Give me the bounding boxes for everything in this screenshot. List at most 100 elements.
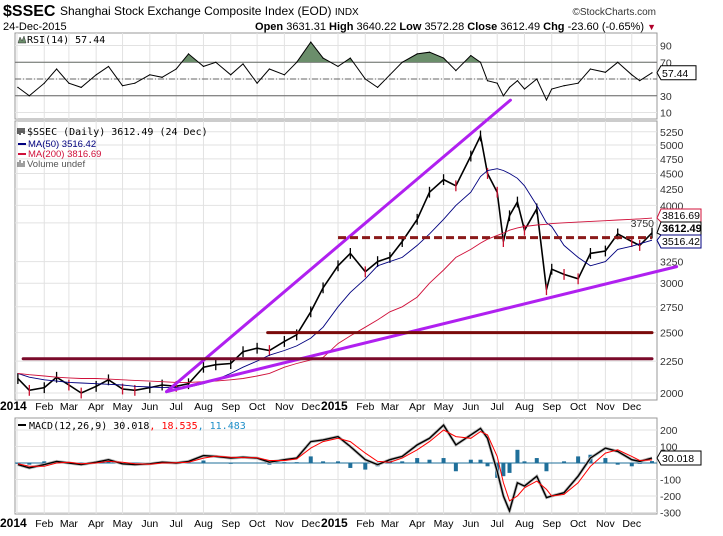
rsi-point <box>455 70 457 72</box>
price-legend: $SSEC (Daily) 3612.49 (24 Dec) MA(50) 35… <box>17 127 208 170</box>
x-tick-label: Oct <box>570 401 586 413</box>
price-layer <box>17 98 679 399</box>
rsi-point <box>428 51 431 53</box>
x-tick-label: Jul <box>490 401 503 413</box>
rsi-tick-label: 30 <box>660 91 672 103</box>
rsi-point <box>470 54 472 57</box>
x-tick-label: May <box>113 401 134 413</box>
ma50-legend-label: MA(50) 3516.42 <box>28 139 96 150</box>
x-tick-label: Dec <box>622 401 641 413</box>
x-tick-label: Jun <box>462 518 479 530</box>
macd-histogram-bar <box>453 463 458 472</box>
macd-line <box>17 424 653 514</box>
macd-layer <box>15 422 657 514</box>
x-tick-label: Mar <box>60 401 79 413</box>
x-tick-label: Aug <box>515 518 534 530</box>
down-arrow-icon: ▼ <box>647 22 656 32</box>
macd-histogram-bar <box>294 462 299 463</box>
rsi-point <box>242 63 244 65</box>
ma200-line <box>17 217 653 383</box>
price-tick-label: 2500 <box>660 328 684 340</box>
x-tick-label: Mar <box>381 518 400 530</box>
macd-legend-label: MACD(12,26,9) 30.018, 18.535, 11.483 <box>29 421 246 432</box>
x-tick-label: Dec <box>301 518 320 530</box>
x-tick-label: Feb <box>35 518 53 530</box>
x-tick-label: Mar <box>60 518 79 530</box>
macd-histogram-bar <box>400 461 405 463</box>
rsi-point <box>68 82 70 84</box>
rsi-point <box>604 71 606 73</box>
index-name: Shanghai Stock Exchange Composite Index … <box>60 4 359 18</box>
ohlc-readout: Open 3631.31 High 3640.22 Low 3572.28 Cl… <box>255 21 656 33</box>
chart-date: 24-Dec-2015 <box>3 21 67 33</box>
rsi-point <box>55 68 58 70</box>
macd-tick-label: -300 <box>660 508 681 520</box>
rsi-point <box>442 57 445 59</box>
macd-tick-label: 200 <box>660 425 678 437</box>
rsi-point <box>283 74 285 76</box>
rsi-point <box>502 95 504 97</box>
rsi-point <box>523 88 526 90</box>
x-tick-label: Nov <box>596 401 615 413</box>
x-tick-label: Nov <box>275 518 294 530</box>
macd-swatch <box>18 424 26 426</box>
ma200-legend-label: MA(200) 3816.69 <box>28 149 101 160</box>
rsi-point <box>589 68 592 70</box>
rsi-point <box>107 65 110 68</box>
macd-histogram-bar <box>336 461 341 463</box>
macd-histogram-bar <box>650 461 654 463</box>
price-tick-label: 2250 <box>660 356 684 368</box>
rsi-tick-label: 10 <box>660 108 672 120</box>
rsi-point <box>149 74 151 76</box>
rsi-point <box>134 82 136 84</box>
copyright: ©StockCharts.com <box>572 7 656 18</box>
rsi-point <box>496 82 498 84</box>
x-tick-label: Dec <box>622 518 641 530</box>
x-tick-label: Mar <box>381 401 400 413</box>
volume-icon <box>17 160 25 167</box>
macd-histogram-bar <box>522 461 527 463</box>
rsi-last-value-box <box>656 65 697 81</box>
rsi-layer <box>15 41 657 102</box>
rsi-point <box>17 86 19 88</box>
rsi-point <box>416 53 418 55</box>
price-tick-label: 3750 <box>631 218 655 230</box>
symbol: $SSEC <box>3 3 56 20</box>
macd-histogram-bar <box>15 463 20 464</box>
macd-tick-label: 100 <box>660 442 678 454</box>
rsi-point <box>28 95 30 97</box>
macd-tick-label: -100 <box>660 475 681 487</box>
rsi-point <box>479 61 482 63</box>
x-tick-label: Apr <box>88 401 105 413</box>
x-tick-label: Jun <box>141 401 158 413</box>
x-tick-label: Sep <box>542 518 561 530</box>
ohlc-bars-icon <box>17 128 25 135</box>
rsi-point <box>43 82 45 84</box>
x-tick-label: 2014 <box>0 399 27 413</box>
price-tick-label: 2750 <box>660 302 684 314</box>
price-last-value: 3516.42 <box>662 236 700 248</box>
ma50-swatch <box>18 143 26 145</box>
rsi-point <box>364 78 366 80</box>
x-tick-label: May <box>434 518 455 530</box>
x-tick-label: Feb <box>356 518 374 530</box>
macd-histogram-bar <box>321 461 326 463</box>
rsi-point <box>639 80 641 82</box>
price-panel <box>14 120 658 401</box>
rsi-point <box>230 74 232 76</box>
rsi-area-icon <box>17 35 27 44</box>
x-tick-label: Sep <box>221 401 240 413</box>
rsi-point <box>651 72 653 74</box>
macd-histogram-bar <box>629 463 634 467</box>
macd-histogram-bar <box>201 460 206 463</box>
x-tick-label: Jul <box>169 518 182 530</box>
macd-histogram-bar <box>441 458 446 463</box>
macd-histogram-bar <box>478 459 483 463</box>
macd-histogram-bar <box>468 459 473 463</box>
x-tick-label: Aug <box>194 401 213 413</box>
macd-histogram-bar <box>348 463 353 468</box>
price-tick-label: 2000 <box>660 388 684 400</box>
rsi-point <box>310 41 312 43</box>
rsi-point <box>215 61 217 63</box>
macd-histogram-bar <box>27 463 32 465</box>
